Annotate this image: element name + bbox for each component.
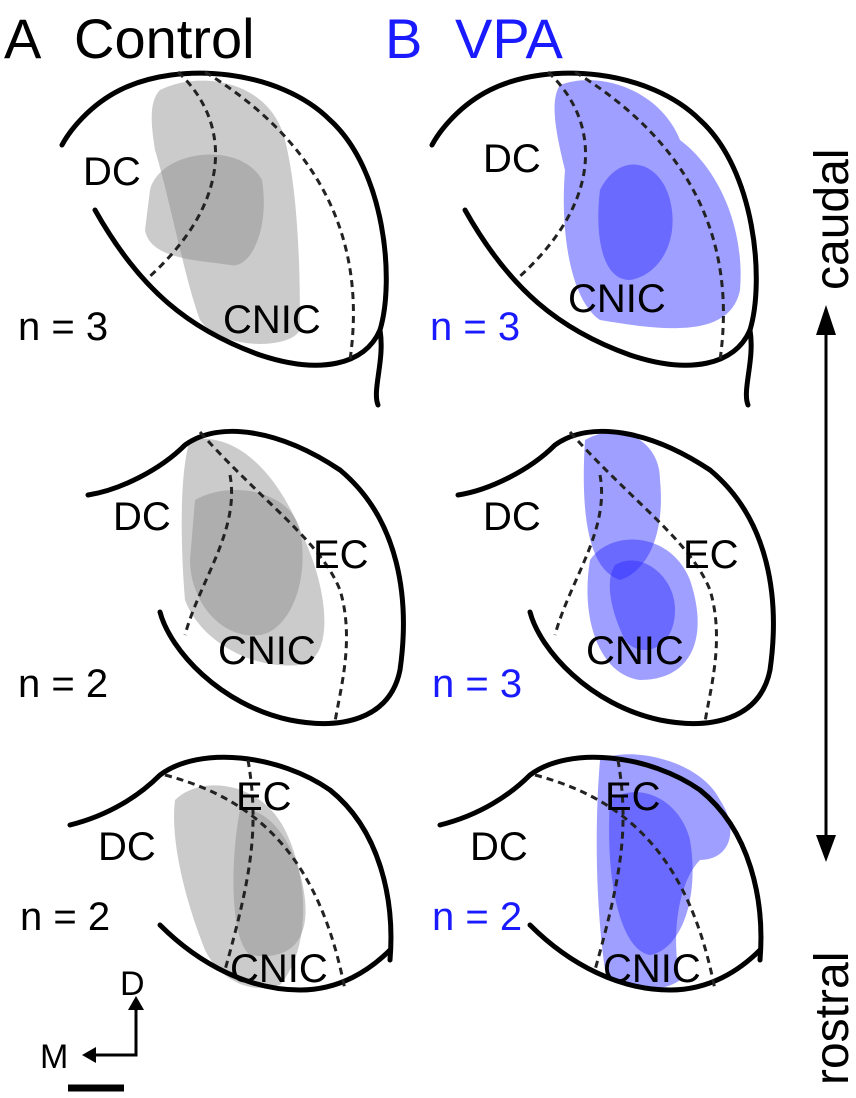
region-label: DC (113, 495, 171, 539)
panel-letter: A (4, 7, 42, 70)
region-label: CNIC (223, 298, 321, 342)
region-label: EC (605, 775, 661, 819)
orientation-arrowheads (82, 996, 144, 1063)
panel-title: VPA (455, 7, 564, 70)
region-label: DC (83, 150, 141, 194)
region-label: CNIC (603, 947, 701, 991)
region-label: CNIC (218, 629, 316, 673)
region-label: DC (470, 825, 528, 869)
orientation-arrows (92, 1005, 138, 1057)
n-label: n = 2 (18, 662, 108, 706)
panel-letter: B (385, 7, 422, 70)
n-label: n = 2 (432, 895, 522, 939)
region-label: DC (98, 825, 156, 869)
control-regions (145, 80, 325, 989)
panel-title: Control (74, 7, 255, 70)
region-label: DC (483, 137, 541, 181)
region-label: DC (483, 495, 541, 539)
region-label: CNIC (586, 629, 684, 673)
axis-label: rostral (806, 952, 856, 1085)
region-label: EC (236, 775, 292, 819)
orientation-label: D (120, 965, 145, 1003)
region-label: CNIC (230, 947, 328, 991)
vpa-regions (554, 80, 741, 989)
n-label: n = 3 (430, 305, 520, 349)
axis-label: caudal (806, 149, 856, 290)
region-label: EC (683, 533, 739, 577)
n-label: n = 3 (18, 305, 108, 349)
n-label: n = 3 (432, 662, 522, 706)
region-label: CNIC (568, 277, 666, 321)
orientation-label: M (40, 1038, 68, 1076)
n-label: n = 2 (20, 895, 110, 939)
region-label: EC (313, 533, 369, 577)
